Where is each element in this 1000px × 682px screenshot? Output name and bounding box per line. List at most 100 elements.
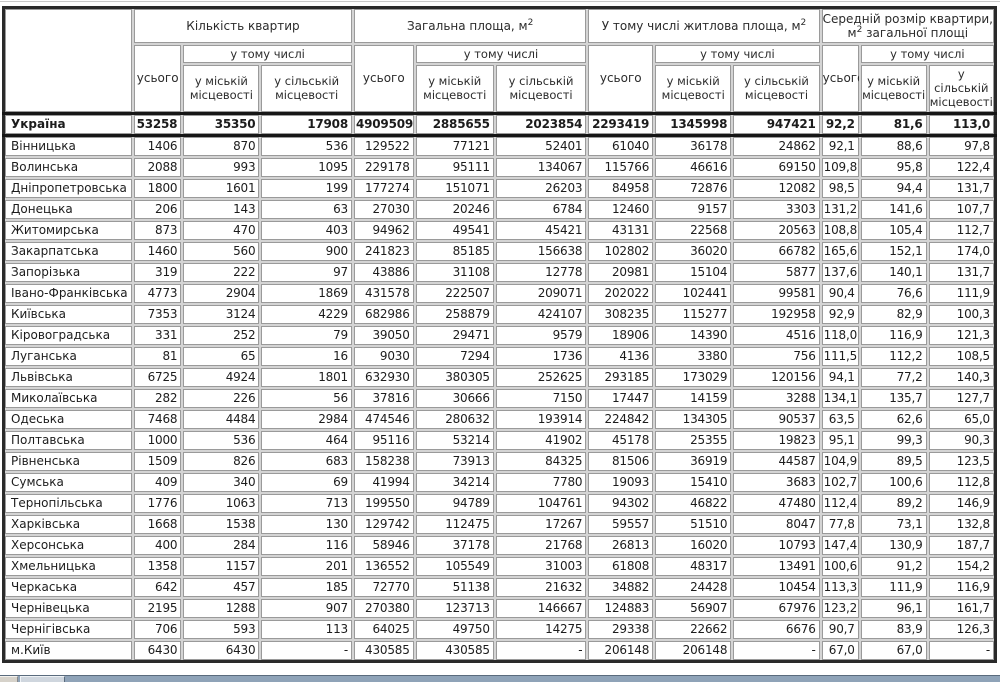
value-cell: 96,1 <box>858 597 929 620</box>
value-cell: 94,1 <box>819 366 861 389</box>
region-row: Тернопільська 1776 1063 713 199550 94789 10476… <box>2 492 997 515</box>
value-cell: 129522 <box>351 134 416 158</box>
value-cell: 31108 <box>413 261 496 284</box>
value-cell: 94302 <box>586 492 656 515</box>
value-cell: 95,1 <box>819 429 861 452</box>
value-cell: 1358 <box>131 555 184 578</box>
value-cell: 112475 <box>413 513 496 536</box>
value-cell: 90,7 <box>819 618 861 641</box>
value-cell: - <box>493 639 589 663</box>
group-header-apartment-count: Кількість квартир <box>132 6 354 45</box>
group-header-text: Кількість квартир <box>186 18 300 33</box>
value-cell: 21768 <box>493 534 589 557</box>
subheader-rural-2: у сільській місцевості <box>493 62 589 115</box>
statistics-table-container: Кількість квартир Загальна площа, м2 У т… <box>2 6 997 663</box>
value-cell: 293185 <box>586 366 656 389</box>
value-cell: 1668 <box>131 513 184 536</box>
value-cell: 536 <box>259 134 354 158</box>
value-cell: 77,8 <box>819 513 861 536</box>
value-cell: 1800 <box>131 177 184 200</box>
value-cell: 1406 <box>131 134 184 158</box>
value-cell: 81506 <box>586 450 656 473</box>
scrollbar-left-button[interactable] <box>0 676 18 682</box>
value-cell: 8047 <box>731 513 822 536</box>
value-cell: 1095 <box>259 156 354 179</box>
value-cell: 73913 <box>413 450 496 473</box>
value-cell: 129742 <box>351 513 416 536</box>
scrollbar-thumb[interactable] <box>20 676 65 682</box>
value-cell: 134067 <box>493 156 589 179</box>
region-name-cell: Запорізька <box>2 261 134 284</box>
subheader-including-3: у тому числі <box>653 42 822 65</box>
value-cell: 46822 <box>653 492 734 515</box>
value-cell: 13491 <box>731 555 822 578</box>
subheader-rural-3: у сільській місцевості <box>731 62 822 115</box>
value-cell: 94962 <box>351 219 416 242</box>
region-row: м.Київ 6430 6430-430585 430585-206148 206148… <box>2 639 997 663</box>
value-cell: 94,4 <box>858 177 929 200</box>
value-cell: 84958 <box>586 177 656 200</box>
region-row: Волинська 2088 993 1095 229178 95111 134067 115… <box>2 156 997 179</box>
value-cell: 19823 <box>731 429 822 452</box>
value-cell: 206148 <box>586 639 656 663</box>
value-cell: 17447 <box>586 387 656 410</box>
value-cell: 1776 <box>131 492 184 515</box>
value-cell: 632930 <box>351 366 416 389</box>
value-cell: 201 <box>259 555 354 578</box>
value-cell: 20981 <box>586 261 656 284</box>
value-cell: 83,9 <box>858 618 929 641</box>
value-cell: 104,9 <box>819 450 861 473</box>
value-cell: 2984 <box>259 408 354 431</box>
value-cell: 319 <box>131 261 184 284</box>
value-cell: 5877 <box>731 261 822 284</box>
subheader-rural-1: у сільській місцевості <box>259 62 354 115</box>
value-cell: 52401 <box>493 134 589 158</box>
horizontal-scrollbar[interactable] <box>0 675 1000 682</box>
value-cell: 99,3 <box>858 429 929 452</box>
subheader-urban-2: у міській місцевості <box>413 62 496 115</box>
value-cell: 123,5 <box>926 450 997 473</box>
value-cell: 116,9 <box>926 576 997 599</box>
value-cell: 105,4 <box>858 219 929 242</box>
value-cell: 111,5 <box>819 345 861 368</box>
value-cell: 151071 <box>413 177 496 200</box>
value-cell: 202022 <box>586 282 656 305</box>
value-cell: 135,7 <box>858 387 929 410</box>
value-cell: 94789 <box>413 492 496 515</box>
value-cell: 126,3 <box>926 618 997 641</box>
value-cell: 593 <box>181 618 262 641</box>
value-cell: 1157 <box>181 555 262 578</box>
value-cell: 81,6 <box>858 112 929 137</box>
value-cell: 112,8 <box>926 471 997 494</box>
region-name-cell: Вінницька <box>2 134 134 158</box>
value-cell: 177274 <box>351 177 416 200</box>
value-cell: 90,4 <box>819 282 861 305</box>
value-cell: 403 <box>259 219 354 242</box>
value-cell: 113 <box>259 618 354 641</box>
value-cell: 61040 <box>586 134 656 158</box>
value-cell: 2088 <box>131 156 184 179</box>
value-cell: 36178 <box>653 134 734 158</box>
region-row: Херсонська 400 284 116 58946 37178 21768 26813 1… <box>2 534 997 557</box>
value-cell: 280632 <box>413 408 496 431</box>
value-cell: 206 <box>131 198 184 221</box>
value-cell: 67,0 <box>858 639 929 663</box>
region-row: Львівська 6725 4924 1801 632930 380305 252625 2… <box>2 366 997 389</box>
region-name-cell: Сумська <box>2 471 134 494</box>
value-cell: 6430 <box>181 639 262 663</box>
value-cell: 73,1 <box>858 513 929 536</box>
value-cell: 116 <box>259 534 354 557</box>
table-header: Кількість квартир Загальна площа, м2 У т… <box>2 6 997 115</box>
value-cell: 111,9 <box>858 576 929 599</box>
region-row: Запорізька 319 222 97 43886 31108 12778 20981 15… <box>2 261 997 284</box>
value-cell: 400 <box>131 534 184 557</box>
region-name-cell: Дніпропетровська <box>2 177 134 200</box>
value-cell: 4909509 <box>351 112 416 137</box>
value-cell: 199550 <box>351 492 416 515</box>
value-cell: 25355 <box>653 429 734 452</box>
value-cell: 24862 <box>731 134 822 158</box>
value-cell: 90,3 <box>926 429 997 452</box>
subheader-urban-1: у міській місцевості <box>181 62 262 115</box>
value-cell: 121,3 <box>926 324 997 347</box>
value-cell: 36020 <box>653 240 734 263</box>
